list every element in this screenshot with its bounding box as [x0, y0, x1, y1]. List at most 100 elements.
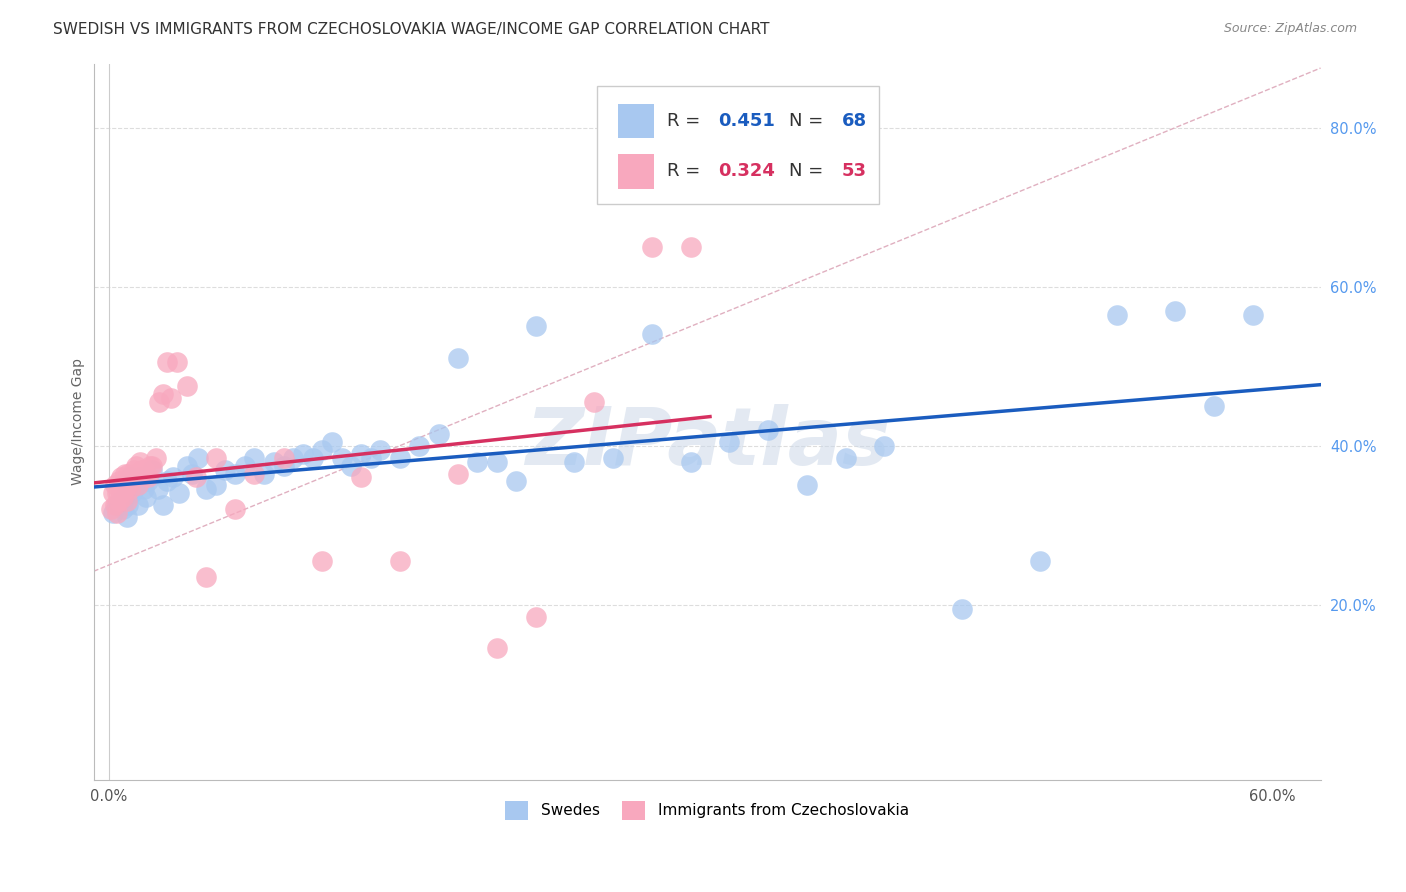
Point	[120, 470, 142, 484]
Point	[283, 450, 305, 465]
Point	[129, 454, 152, 468]
Point	[152, 387, 174, 401]
Point	[124, 483, 146, 497]
Bar	[617, 154, 654, 188]
Point	[115, 510, 138, 524]
Point	[195, 570, 218, 584]
Point	[485, 454, 508, 468]
Point	[167, 486, 190, 500]
Point	[104, 498, 127, 512]
Point	[1028, 554, 1050, 568]
Point	[107, 475, 129, 489]
Point	[756, 423, 779, 437]
Point	[485, 641, 508, 656]
Point	[117, 478, 139, 492]
Point	[524, 319, 547, 334]
Point	[110, 494, 132, 508]
Point	[641, 240, 664, 254]
Point	[340, 458, 363, 473]
Point	[124, 462, 146, 476]
Bar	[617, 104, 654, 138]
Point	[124, 470, 146, 484]
Point	[195, 483, 218, 497]
Point	[139, 458, 162, 473]
Point	[111, 491, 134, 505]
Point	[135, 491, 157, 505]
Point	[104, 478, 127, 492]
Point	[162, 470, 184, 484]
Point	[204, 478, 226, 492]
Point	[204, 450, 226, 465]
Point	[156, 355, 179, 369]
Text: N =: N =	[789, 162, 830, 180]
Point	[107, 494, 129, 508]
Point	[121, 486, 143, 500]
Point	[181, 467, 204, 481]
Point	[330, 450, 353, 465]
Point	[263, 454, 285, 468]
Text: ZIPatlas: ZIPatlas	[524, 404, 890, 483]
Point	[187, 450, 209, 465]
Point	[1105, 308, 1128, 322]
Point	[105, 506, 128, 520]
Point	[166, 355, 188, 369]
Point	[388, 450, 411, 465]
Point	[160, 391, 183, 405]
Point	[311, 442, 333, 457]
Point	[291, 447, 314, 461]
Legend: Swedes, Immigrants from Czechoslovakia: Swedes, Immigrants from Czechoslovakia	[499, 795, 915, 826]
Point	[388, 554, 411, 568]
Point	[718, 434, 741, 449]
Point	[467, 454, 489, 468]
FancyBboxPatch shape	[596, 86, 879, 203]
Point	[950, 601, 973, 615]
Text: 0.324: 0.324	[718, 162, 775, 180]
Point	[311, 554, 333, 568]
Point	[214, 462, 236, 476]
Point	[152, 498, 174, 512]
Point	[505, 475, 527, 489]
Text: SWEDISH VS IMMIGRANTS FROM CZECHOSLOVAKIA WAGE/INCOME GAP CORRELATION CHART: SWEDISH VS IMMIGRANTS FROM CZECHOSLOVAKI…	[53, 22, 770, 37]
Text: R =: R =	[666, 112, 706, 130]
Point	[273, 450, 295, 465]
Point	[110, 470, 132, 484]
Point	[129, 470, 152, 484]
Point	[582, 395, 605, 409]
Point	[111, 478, 134, 492]
Text: N =: N =	[789, 112, 830, 130]
Point	[125, 475, 148, 489]
Point	[834, 450, 856, 465]
Point	[148, 395, 170, 409]
Point	[186, 470, 208, 484]
Point	[132, 483, 155, 497]
Point	[101, 506, 124, 520]
Point	[641, 327, 664, 342]
Point	[110, 486, 132, 500]
Point	[321, 434, 343, 449]
Point	[224, 467, 246, 481]
Point	[145, 450, 167, 465]
Point	[120, 483, 142, 497]
Point	[524, 609, 547, 624]
Point	[117, 467, 139, 481]
Point	[121, 470, 143, 484]
Point	[562, 454, 585, 468]
Text: R =: R =	[666, 162, 706, 180]
Point	[350, 447, 373, 461]
Point	[117, 478, 139, 492]
Point	[873, 439, 896, 453]
Point	[156, 475, 179, 489]
Point	[141, 458, 163, 473]
Point	[146, 483, 169, 497]
Point	[243, 467, 266, 481]
Point	[125, 458, 148, 473]
Point	[176, 458, 198, 473]
Point	[408, 439, 430, 453]
Point	[350, 470, 373, 484]
Point	[141, 462, 163, 476]
Point	[114, 483, 136, 497]
Point	[117, 498, 139, 512]
Point	[114, 467, 136, 481]
Point	[1241, 308, 1264, 322]
Text: 68: 68	[842, 112, 868, 130]
